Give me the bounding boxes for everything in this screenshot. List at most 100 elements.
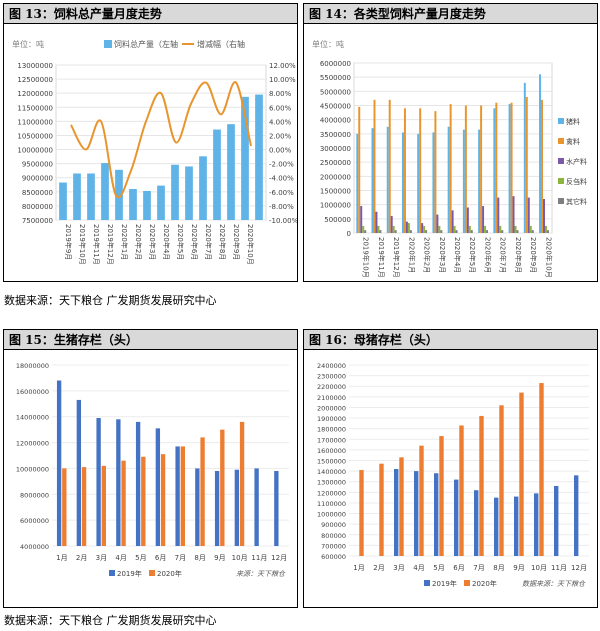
- x-tick-label: 2019年10月: [78, 224, 87, 265]
- x-tick-label: 2019年12月: [106, 224, 115, 265]
- y-tick-label: 6000000: [320, 60, 351, 68]
- x-tick-label: 10月: [232, 554, 248, 562]
- figure-13-title: 图 13：饲料总产量月度走势: [4, 4, 297, 24]
- bar-2019年: [195, 468, 200, 546]
- y-tick-label: 10000000: [16, 465, 49, 473]
- bar-poultry-feed: [434, 111, 437, 233]
- y-right-tick-label: -8.00%: [269, 203, 294, 211]
- bar-other-feed: [379, 230, 382, 233]
- legend-label: 其它料: [566, 197, 587, 206]
- y-right-tick-label: 12.00%: [269, 62, 296, 70]
- x-tick-label: 5月: [433, 564, 444, 572]
- bar-2020年: [200, 437, 205, 546]
- x-tick-label: 9月: [513, 564, 524, 572]
- y-tick-label: 600000: [321, 553, 346, 561]
- bar-feed-output: [255, 94, 263, 220]
- y-left-tick-label: 8500000: [22, 189, 53, 197]
- x-tick-label: 11月: [251, 554, 267, 562]
- legend-label: 2019年: [117, 569, 142, 578]
- bar-other-feed: [486, 230, 489, 233]
- legend-label-line: 增减幅（右轴: [197, 39, 245, 49]
- x-tick-label: 1月: [353, 564, 364, 572]
- bar-poultry-feed: [388, 99, 391, 233]
- bar-aqua-feed: [482, 206, 485, 233]
- bar-2020年: [81, 467, 87, 546]
- y-tick-label: 1800000: [317, 426, 346, 434]
- y-left-tick-label: 9000000: [22, 175, 53, 183]
- bar-2019年: [96, 418, 101, 546]
- x-tick-label: 2020年4月: [453, 237, 462, 273]
- y-tick-label: 2100000: [317, 394, 346, 402]
- x-tick-label: 2020年5月: [176, 224, 185, 260]
- y-tick-label: 3000000: [320, 145, 351, 153]
- legend-swatch: [464, 580, 470, 586]
- y-tick-label: 5500000: [320, 74, 351, 82]
- legend-label: 2020年: [472, 579, 497, 588]
- y-tick-label: 4500000: [320, 103, 351, 111]
- bar-2020年: [379, 463, 384, 556]
- x-tick-label: 1月: [56, 554, 67, 562]
- bar-poultry-feed: [510, 102, 513, 234]
- bar-2019年: [574, 475, 579, 556]
- bar-other-feed: [546, 230, 549, 233]
- y-tick-label: 2200000: [317, 383, 346, 391]
- x-tick-label: 6月: [155, 554, 166, 562]
- y-left-tick-label: 11000000: [17, 118, 53, 126]
- bar-feed-output: [227, 124, 235, 220]
- x-tick-label: 2月: [373, 564, 384, 572]
- x-tick-label: 2020年9月: [232, 224, 241, 260]
- bar-feed-output: [87, 173, 95, 220]
- figure-14-title: 图 14：各类型饲料产量月度走势: [304, 4, 597, 24]
- x-tick-label: 6月: [453, 564, 464, 572]
- bar-other-feed: [409, 230, 412, 233]
- y-tick-label: 700000: [321, 542, 346, 550]
- bar-2020年: [62, 468, 67, 546]
- x-tick-label: 2020年4月: [162, 224, 171, 260]
- bar-pig-feed: [356, 133, 359, 233]
- bar-poultry-feed: [480, 105, 483, 233]
- y-tick-label: 2500000: [320, 159, 351, 167]
- x-tick-label: 12月: [571, 564, 587, 572]
- bar-ruminant-feed: [468, 225, 471, 233]
- legend-swatch: [558, 138, 564, 144]
- figure-16-panel: 图 16：母猪存栏（头） 2400000 2300000 2200000 210000…: [303, 329, 598, 608]
- bar-2020年: [359, 470, 364, 556]
- x-tick-label: 2019年9月: [64, 224, 73, 260]
- bar-pig-feed: [523, 82, 526, 233]
- bar-2019年: [434, 473, 439, 556]
- y-right-tick-label: 6.00%: [269, 104, 292, 112]
- y-tick-label: 1400000: [317, 468, 346, 476]
- y-left-tick-label: 12000000: [17, 90, 53, 98]
- bar-pig-feed: [493, 108, 496, 233]
- x-tick-label: 2019年10月: [362, 237, 371, 278]
- x-tick-label: 2019年11月: [377, 237, 386, 278]
- legend-label: 禽料: [566, 137, 580, 146]
- bar-2020年: [439, 436, 444, 556]
- bar-2020年: [239, 421, 245, 546]
- y-tick-label: 1500000: [320, 188, 351, 196]
- bar-2019年: [254, 468, 259, 546]
- bar-2019年: [155, 428, 161, 546]
- bar-2019年: [274, 471, 279, 546]
- bar-2020年: [101, 465, 106, 546]
- legend-swatch: [149, 570, 155, 576]
- bar-ruminant-feed: [423, 225, 426, 233]
- bar-pig-feed: [432, 132, 435, 233]
- bar-pig-feed: [386, 126, 389, 233]
- bar-pig-feed: [401, 132, 404, 233]
- legend-swatch: [558, 178, 564, 184]
- y-tick-label: 6000000: [20, 517, 49, 525]
- figure-15-chart: 18000000 16000000 14000000 12000000 10000000…: [16, 362, 289, 578]
- figure-14-panel: 图 14：各类型饲料产量月度走势 单位：吨 6000000 5500000 50000…: [303, 3, 598, 282]
- y-left-tick-label: 12500000: [17, 76, 53, 84]
- x-tick-label: 2020年1月: [407, 237, 416, 273]
- x-tick-label: 2020年9月: [529, 237, 538, 273]
- x-tick-label: 5月: [135, 554, 146, 562]
- y-tick-label: 2400000: [317, 362, 346, 370]
- y-right-tick-label: -2.00%: [269, 161, 294, 169]
- x-tick-label: 11月: [551, 564, 567, 572]
- y-right-tick-label: 0.00%: [269, 147, 292, 155]
- y-tick-label: 0: [347, 230, 351, 238]
- figure-14-chart: 单位：吨600000055000005000000450000040000003…: [312, 39, 587, 278]
- bar-ruminant-feed: [392, 225, 395, 233]
